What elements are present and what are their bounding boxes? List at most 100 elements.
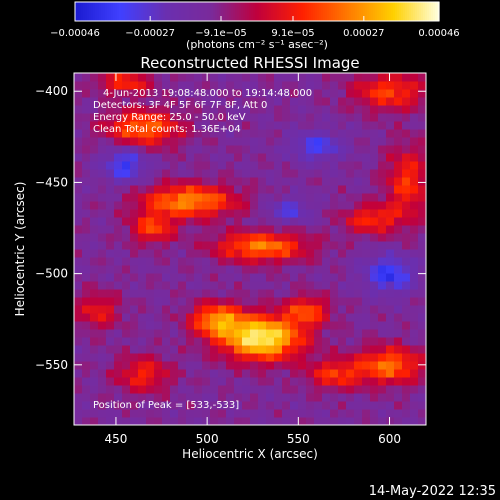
heatmap-cell (178, 281, 187, 290)
heatmap-cell (330, 105, 339, 114)
heatmap-cell (266, 153, 275, 162)
heatmap-cell (298, 97, 307, 106)
heatmap-cell (186, 73, 195, 82)
heatmap-cell (74, 73, 83, 82)
heatmap-cell (74, 337, 83, 346)
heatmap-cell (162, 161, 171, 170)
heatmap-cell (274, 209, 283, 218)
heatmap-cell (410, 81, 419, 90)
heatmap-cell (146, 217, 155, 226)
heatmap-cell (114, 121, 123, 130)
heatmap-cell (162, 73, 171, 82)
heatmap-cell (386, 153, 395, 162)
colorbar-cell (143, 2, 146, 21)
heatmap-cell (386, 329, 395, 338)
heatmap-cell (218, 129, 227, 138)
heatmap-cell (266, 233, 275, 242)
heatmap-cell (410, 121, 419, 130)
heatmap-cell (98, 105, 107, 114)
heatmap-cell (306, 105, 315, 114)
colorbar-cell (271, 2, 274, 21)
heatmap-cell (122, 417, 131, 426)
heatmap-cell (370, 241, 379, 250)
heatmap-cell (98, 201, 107, 210)
heatmap-cell (282, 409, 291, 418)
heatmap-cell (242, 241, 251, 250)
heatmap-cell (130, 89, 139, 98)
heatmap-cell (74, 409, 83, 418)
heatmap-cell (378, 377, 387, 386)
heatmap-cell (338, 217, 347, 226)
heatmap-cell (90, 409, 99, 418)
heatmap-cell (418, 105, 427, 114)
heatmap-cell (106, 369, 115, 378)
heatmap-cell (306, 249, 315, 258)
colorbar-cell (303, 2, 306, 21)
heatmap-cell (322, 249, 331, 258)
footer-timestamp: 14-May-2022 12:35 (369, 484, 496, 499)
heatmap-cell (258, 233, 267, 242)
heatmap-cell (98, 185, 107, 194)
heatmap-cell (218, 353, 227, 362)
heatmap-cell (258, 169, 267, 178)
heatmap-cell (250, 217, 259, 226)
heatmap-cell (122, 145, 131, 154)
heatmap-cell (162, 233, 171, 242)
heatmap-cell (242, 225, 251, 234)
heatmap-cell (322, 185, 331, 194)
heatmap-cell (338, 73, 347, 82)
heatmap-cell (250, 209, 259, 218)
heatmap-cell (210, 161, 219, 170)
heatmap-cell (290, 297, 299, 306)
heatmap-cell (74, 169, 83, 178)
heatmap-cell (234, 329, 243, 338)
colorbar-cell (127, 2, 130, 21)
heatmap-cell (178, 129, 187, 138)
heatmap-cell (274, 329, 283, 338)
colorbar-cell (111, 2, 114, 21)
heatmap-cell (242, 401, 251, 410)
heatmap-cell (218, 321, 227, 330)
heatmap-cell (122, 73, 131, 82)
heatmap-cell (210, 417, 219, 426)
heatmap-cell (98, 217, 107, 226)
heatmap-cell (322, 385, 331, 394)
heatmap-cell (354, 345, 363, 354)
heatmap-cell (362, 361, 371, 370)
heatmap-cell (186, 321, 195, 330)
heatmap-cell (194, 321, 203, 330)
heatmap-cell (162, 377, 171, 386)
heatmap-cell (378, 217, 387, 226)
heatmap-cell (354, 81, 363, 90)
heatmap-cell (74, 401, 83, 410)
heatmap-cell (290, 169, 299, 178)
heatmap-cell (90, 177, 99, 186)
heatmap-cell (130, 217, 139, 226)
heatmap-cell (314, 225, 323, 234)
heatmap-cell (298, 217, 307, 226)
heatmap-cell (138, 321, 147, 330)
heatmap-cell (346, 105, 355, 114)
heatmap-cell (274, 385, 283, 394)
heatmap-cell (266, 337, 275, 346)
heatmap-cell (234, 225, 243, 234)
heatmap-cell (274, 73, 283, 82)
colorbar-cell (131, 2, 134, 21)
colorbar-cell (281, 2, 284, 21)
colorbar-cell (151, 2, 154, 21)
colorbar-cell (85, 2, 88, 21)
heatmap-cell (346, 313, 355, 322)
heatmap-cell (82, 241, 91, 250)
heatmap-cell (314, 113, 323, 122)
heatmap-cell (346, 257, 355, 266)
heatmap-cell (114, 73, 123, 82)
heatmap-cell (274, 345, 283, 354)
heatmap-cell (202, 209, 211, 218)
heatmap-cell (410, 313, 419, 322)
heatmap-cell (266, 81, 275, 90)
colorbar-cell (259, 2, 262, 21)
heatmap-cell (274, 89, 283, 98)
heatmap-cell (306, 297, 315, 306)
heatmap-cell (322, 193, 331, 202)
heatmap-cell (162, 145, 171, 154)
